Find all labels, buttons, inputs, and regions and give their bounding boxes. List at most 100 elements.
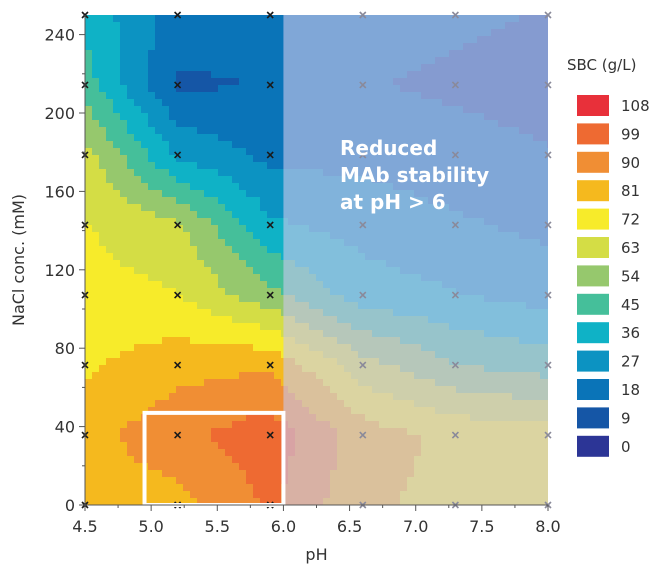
heatmap-cell — [85, 50, 93, 58]
heatmap-cell — [232, 162, 240, 170]
heatmap-cell — [176, 316, 184, 324]
heatmap-cell — [148, 288, 156, 296]
heatmap-cell — [253, 323, 261, 331]
heatmap-cell — [183, 127, 191, 135]
heatmap-cell — [232, 281, 240, 289]
heatmap-cell — [225, 239, 233, 247]
heatmap-cell — [120, 407, 128, 415]
heatmap-cell — [547, 113, 548, 121]
heatmap-cell — [120, 218, 128, 226]
heatmap-cell — [120, 351, 128, 359]
heatmap-cell — [141, 302, 149, 310]
heatmap-cell — [148, 421, 156, 429]
heatmap-cell — [260, 421, 268, 429]
heatmap-cell — [232, 463, 240, 471]
heatmap-cell — [197, 239, 205, 247]
heatmap-cell — [99, 113, 107, 121]
heatmap-cell — [92, 92, 100, 100]
heatmap-cell — [197, 99, 205, 107]
heatmap-cell — [155, 302, 163, 310]
heatmap-cell — [218, 463, 226, 471]
heatmap-cell — [232, 428, 240, 436]
marker-stroke — [451, 221, 459, 229]
heatmap-cell — [148, 204, 156, 212]
heatmap-cell — [183, 442, 191, 450]
heatmap-cell — [183, 449, 191, 457]
legend-item: 81 — [577, 180, 640, 202]
heatmap-cell — [162, 358, 170, 366]
heatmap-cell — [246, 127, 254, 135]
heatmap-cell — [120, 393, 128, 401]
heatmap-cell — [169, 386, 177, 394]
heatmap-cell — [169, 470, 177, 478]
heatmap-cell — [274, 29, 282, 37]
legend-swatch — [577, 379, 609, 400]
heatmap-cell — [211, 435, 219, 443]
heatmap-cell — [162, 421, 170, 429]
heatmap-cell — [155, 400, 163, 408]
heatmap-cell — [267, 442, 275, 450]
marker-stroke — [174, 221, 182, 229]
heatmap-cell — [99, 470, 107, 478]
heatmap-cell — [120, 365, 128, 373]
heatmap-cell — [260, 456, 268, 464]
heatmap-cell — [197, 435, 205, 443]
heatmap-cell — [113, 57, 121, 65]
heatmap-cell — [169, 113, 177, 121]
heatmap-cell — [134, 351, 142, 359]
heatmap-cell — [211, 421, 219, 429]
heatmap-cell — [155, 484, 163, 492]
heatmap-cell — [183, 85, 191, 93]
heatmap-cell — [239, 386, 247, 394]
heatmap-cell — [218, 316, 226, 324]
marker-stroke — [359, 81, 367, 89]
heatmap-cell — [267, 484, 275, 492]
heatmap-cell — [260, 43, 268, 51]
heatmap-cell — [134, 239, 142, 247]
heatmap-cell — [260, 323, 268, 331]
heatmap-cell — [134, 330, 142, 338]
heatmap-cell — [120, 36, 128, 44]
heatmap-cell — [127, 463, 135, 471]
heatmap-cell — [190, 183, 198, 191]
heatmap-cell — [197, 442, 205, 450]
heatmap-cell — [190, 92, 198, 100]
heatmap-cell — [260, 358, 268, 366]
heatmap-cell — [246, 260, 254, 268]
heatmap-cell — [85, 260, 93, 268]
heatmap-cell — [204, 470, 212, 478]
heatmap-cell — [274, 267, 282, 275]
heatmap-cell — [148, 267, 156, 275]
heatmap-cell — [253, 372, 261, 380]
heatmap-cell — [176, 323, 184, 331]
heatmap-cell — [85, 386, 93, 394]
heatmap-cell — [141, 120, 149, 128]
heatmap-cell — [134, 204, 142, 212]
heatmap-cell — [120, 232, 128, 240]
heatmap-cell — [246, 456, 254, 464]
heatmap-cell — [85, 463, 93, 471]
heatmap-cell — [260, 295, 268, 303]
heatmap-cell — [232, 92, 240, 100]
heatmap-cell — [246, 176, 254, 184]
heatmap-cell — [113, 456, 121, 464]
heatmap-cell — [232, 106, 240, 114]
legend-swatch — [577, 322, 609, 344]
heatmap-cell — [85, 57, 93, 65]
heatmap-cell — [547, 414, 548, 422]
heatmap-cell — [253, 351, 261, 359]
heatmap-cell — [120, 141, 128, 149]
heatmap-cell — [218, 435, 226, 443]
annotation-line: MAb stability — [340, 163, 489, 187]
heatmap-cell — [162, 22, 170, 30]
heatmap-cell — [239, 15, 247, 23]
y-tick-label: 200 — [44, 104, 75, 123]
heatmap-cell — [169, 330, 177, 338]
heatmap-cell — [547, 253, 548, 261]
heatmap-cell — [211, 155, 219, 163]
heatmap-cell — [211, 260, 219, 268]
heatmap-cell — [127, 407, 135, 415]
heatmap-cell — [197, 323, 205, 331]
heatmap-cell — [113, 253, 121, 261]
heatmap-cell — [225, 386, 233, 394]
